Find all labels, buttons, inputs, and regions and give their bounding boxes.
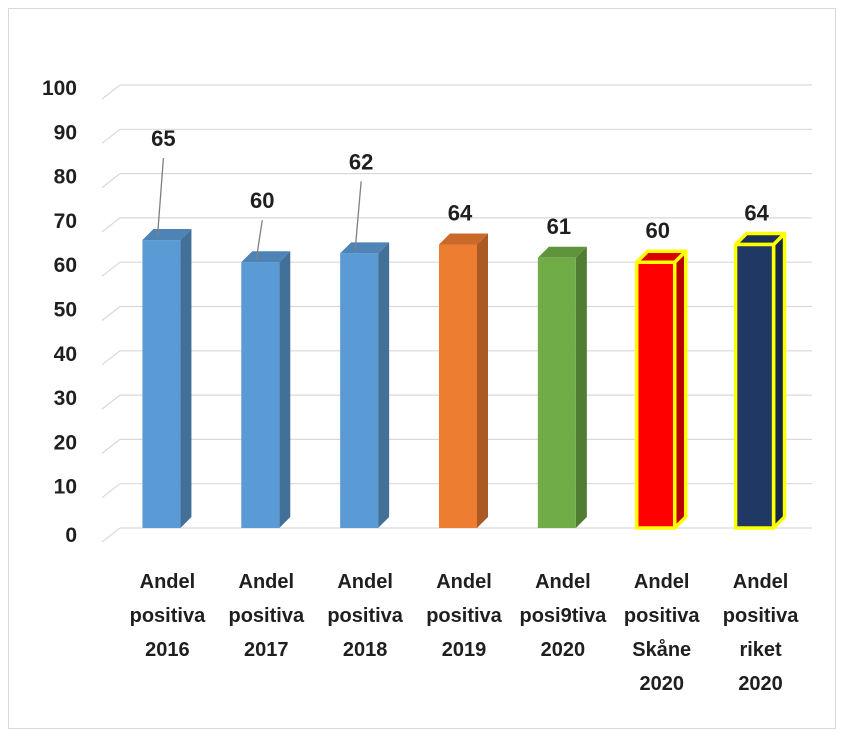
- x-axis-ticks: Andel positiva 2016 Andel positiva 2017 Andel p…: [130, 571, 800, 695]
- y-tick-label: 10: [54, 476, 77, 499]
- bars: [142, 229, 787, 530]
- y-tick-label: 90: [54, 121, 77, 144]
- y-tick-label: 30: [54, 387, 77, 410]
- bar: [439, 233, 488, 529]
- bar: [733, 231, 787, 530]
- y-tick-label: 40: [54, 343, 77, 366]
- y-axis-ticks: 0 10 20 30 40 50 60 70 80 90 100: [42, 77, 77, 547]
- x-tick-label: Andel positiva 2018: [327, 571, 403, 661]
- y-tick-label: 50: [54, 299, 77, 322]
- gridline: [101, 217, 812, 233]
- y-tick-label: 20: [54, 431, 77, 454]
- data-label: 62: [349, 149, 373, 174]
- x-tick-label: Andel positiva 2019: [426, 571, 502, 661]
- data-labels: 65 60 62 64 61 60 64: [151, 126, 770, 260]
- gridline: [101, 173, 812, 189]
- bar: [634, 249, 688, 530]
- gridline: [101, 527, 812, 543]
- y-tick-label: 60: [54, 254, 77, 277]
- y-tick-label: 100: [42, 77, 77, 100]
- gridline: [101, 128, 812, 144]
- bar: [241, 251, 291, 528]
- y-tick-label: 80: [54, 166, 77, 189]
- y-tick-label: 70: [54, 210, 77, 233]
- data-label: 65: [151, 126, 175, 151]
- data-label: 60: [645, 218, 669, 243]
- label-leader-line: [255, 220, 263, 260]
- label-leader-line: [156, 158, 165, 238]
- data-label: 64: [744, 200, 769, 225]
- bar: [340, 242, 390, 528]
- x-tick-label: Andel positiva 2016: [130, 571, 206, 661]
- data-label: 64: [448, 200, 473, 225]
- x-tick-label: Andel posi9tiva 2020: [520, 571, 608, 661]
- x-tick-label: Andel positiva Skåne 2020: [624, 571, 700, 695]
- gridline: [101, 84, 812, 100]
- bar: [142, 229, 192, 529]
- x-tick-label: Andel positiva riket 2020: [723, 571, 799, 695]
- y-tick-label: 0: [65, 524, 77, 547]
- label-leader-line: [354, 181, 362, 251]
- x-tick-label: Andel positiva 2017: [228, 571, 304, 661]
- data-label: 60: [250, 188, 274, 213]
- data-label: 61: [547, 214, 571, 239]
- bar: [537, 246, 587, 528]
